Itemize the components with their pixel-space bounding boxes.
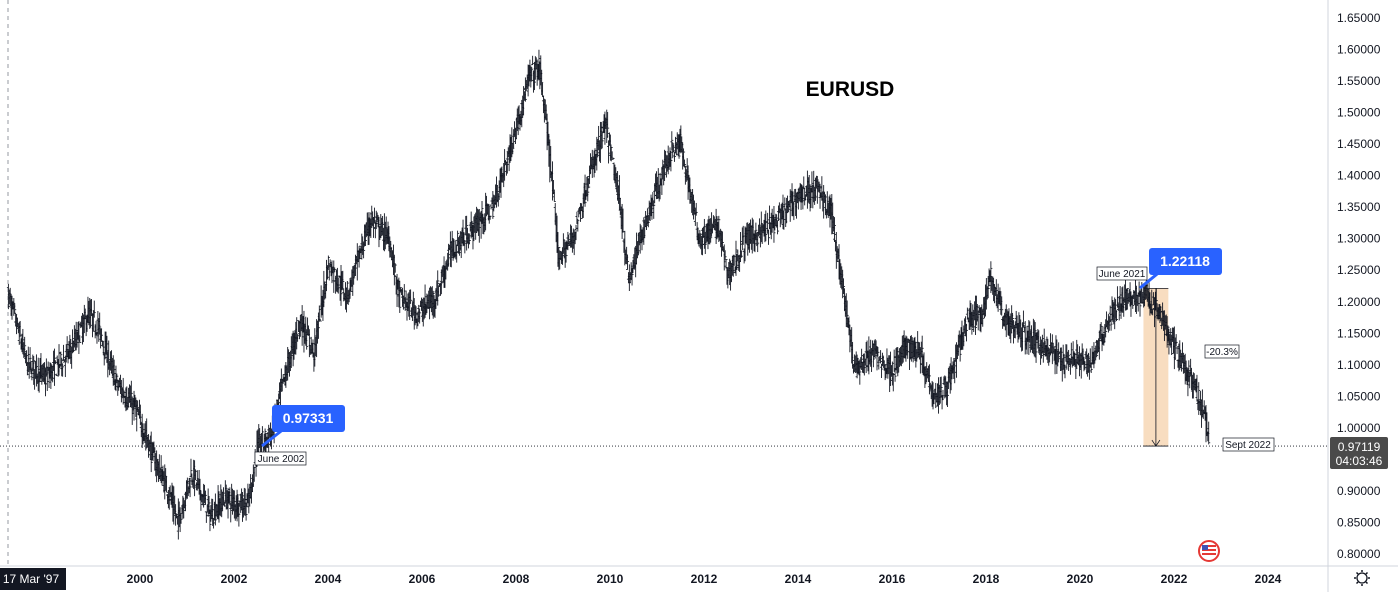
callout-high-value: 1.22118 xyxy=(1160,253,1210,269)
x-tick-label: 2002 xyxy=(221,572,248,586)
x-tick-label: 2004 xyxy=(315,572,342,586)
x-tick-label: 2006 xyxy=(409,572,436,586)
y-tick-label: 1.50000 xyxy=(1337,106,1381,120)
y-tick-label: 0.85000 xyxy=(1337,515,1381,529)
y-tick-label: 1.65000 xyxy=(1337,11,1381,25)
x-tick-label: 2020 xyxy=(1067,572,1094,586)
x-tick-label: 2022 xyxy=(1161,572,1188,586)
callout-low[interactable]: 0.97331 June 2002 xyxy=(254,405,345,466)
x-tick-label: 2018 xyxy=(973,572,1000,586)
y-tick-label: 1.25000 xyxy=(1337,263,1381,277)
callout-high-box xyxy=(1149,248,1222,275)
callout-high-date: June 2021 xyxy=(1099,269,1146,280)
current-price-tag xyxy=(1330,437,1388,469)
crosshair-date-text: 17 Mar '97 xyxy=(3,572,60,586)
y-tick-label: 1.20000 xyxy=(1337,295,1381,309)
y-tick-label: 1.55000 xyxy=(1337,74,1381,88)
callout-low-date: June 2002 xyxy=(258,454,305,465)
range-pct-label: -20.3% xyxy=(1206,347,1238,358)
y-tick-label: 1.40000 xyxy=(1337,169,1381,183)
y-tick-label: 1.35000 xyxy=(1337,200,1381,214)
x-tick-label: 2010 xyxy=(597,572,624,586)
x-tick-label: 2008 xyxy=(503,572,530,586)
callout-high-date-box xyxy=(1096,266,1148,281)
time-axis[interactable]: 2000 2002 2004 2006 2008 2010 2012 2014 2016 2018… xyxy=(127,572,1282,586)
us-flag-icon[interactable] xyxy=(1198,540,1220,562)
x-tick-label: 2012 xyxy=(691,572,718,586)
y-tick-label: 1.05000 xyxy=(1337,389,1381,403)
range-pct-box xyxy=(1204,344,1240,359)
callout-low-date-box xyxy=(254,451,307,466)
x-tick-label: 2000 xyxy=(127,572,154,586)
bar-countdown-text: 04:03:46 xyxy=(1336,454,1383,468)
callout-low-value: 0.97331 xyxy=(283,410,334,426)
y-tick-label: 1.60000 xyxy=(1337,43,1381,57)
settings-icon[interactable] xyxy=(1354,570,1370,586)
y-tick-label: 1.30000 xyxy=(1337,232,1381,246)
y-tick-label: 1.45000 xyxy=(1337,137,1381,151)
y-tick-label: 1.00000 xyxy=(1337,421,1381,435)
crosshair-date-tag xyxy=(0,568,66,590)
y-tick-label: 0.80000 xyxy=(1337,547,1381,561)
x-tick-label: 2016 xyxy=(879,572,906,586)
end-date-box xyxy=(1222,437,1275,452)
y-tick-label: 1.10000 xyxy=(1337,358,1381,372)
callout-high[interactable]: 1.22118 June 2021 xyxy=(1096,248,1222,290)
callout-low-box xyxy=(272,405,345,432)
ohlc-bars xyxy=(6,49,1211,540)
y-tick-label: 1.15000 xyxy=(1337,326,1381,340)
y-tick-label: 0.90000 xyxy=(1337,484,1381,498)
current-price-text: 0.97119 xyxy=(1338,440,1381,454)
end-date-label: Sept 2022 xyxy=(1225,440,1271,451)
x-tick-label: 2014 xyxy=(785,572,812,586)
x-tick-label: 2024 xyxy=(1255,572,1282,586)
price-axis[interactable]: 1.65000 1.60000 1.55000 1.50000 1.45000 1.400… xyxy=(1337,11,1381,561)
chart-title: EURUSD xyxy=(806,78,895,101)
